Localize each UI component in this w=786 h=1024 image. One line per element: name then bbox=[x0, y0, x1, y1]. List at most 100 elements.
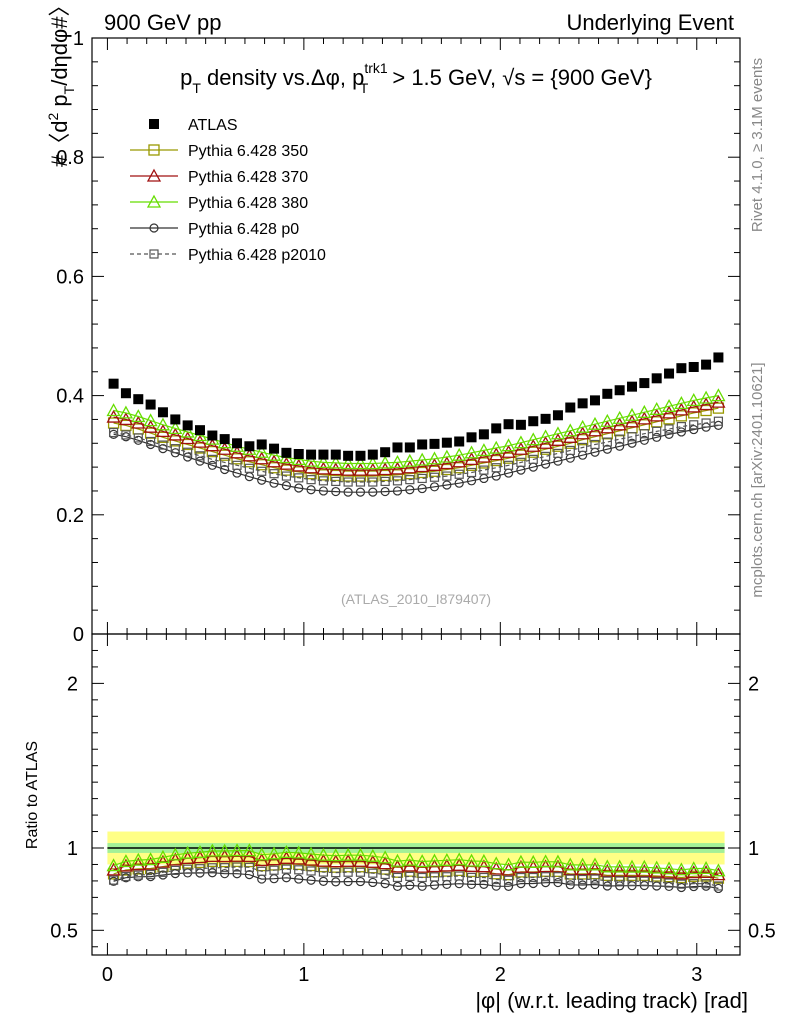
series-pythia-6-428-p2010-ratio-point bbox=[380, 869, 390, 880]
series-pythia-6-428-370-point bbox=[303, 460, 319, 474]
series-pythia-6-428-380-point bbox=[563, 423, 578, 437]
series-pythia-6-428-350-point bbox=[465, 459, 478, 471]
series-pythia-6-428-p2010-point bbox=[417, 473, 427, 484]
series-pythia-6-428-p0-ratio-point bbox=[528, 878, 538, 889]
series-pythia-6-428-370-point bbox=[131, 415, 146, 429]
legend: ATLAS Pythia 6.428 350 Pythia 6.428 370 Pyt… bbox=[130, 117, 326, 264]
series-pythia-6-428-p2010-ratio-point bbox=[491, 874, 501, 885]
series-pythia-6-428-p2010-ratio-point bbox=[553, 872, 563, 882]
series-atlas-point bbox=[454, 436, 465, 447]
series-pythia-6-428-p2010-point bbox=[244, 463, 254, 473]
series-pythia-6-428-p2010-ratio-point bbox=[466, 872, 477, 883]
series-atlas-point bbox=[639, 378, 650, 389]
series-pythia-6-428-380-ratio-line bbox=[113, 850, 719, 872]
series-pythia-6-428-350-point bbox=[663, 413, 675, 425]
series-pythia-6-428-p0-ratio-point bbox=[331, 877, 341, 887]
series-pythia-6-428-p0-ratio-point bbox=[479, 879, 489, 889]
ratio-xtick-label: 3 bbox=[691, 964, 702, 986]
series-pythia-6-428-380-point bbox=[575, 419, 590, 433]
series-pythia-6-428-380-ratio-point bbox=[143, 852, 158, 866]
series-pythia-6-428-370-point bbox=[501, 444, 516, 458]
series-atlas-point bbox=[491, 423, 502, 434]
series-pythia-6-428-350-point bbox=[379, 469, 391, 482]
series-pythia-6-428-380-point bbox=[686, 393, 701, 407]
series-pythia-6-428-370-ratio-point bbox=[575, 862, 590, 876]
series-pythia-6-428-350-point bbox=[478, 457, 490, 469]
series-pythia-6-428-p0-ratio-point bbox=[578, 880, 588, 890]
series-atlas-point bbox=[380, 447, 391, 458]
series-pythia-6-428-p2010-point bbox=[257, 466, 267, 476]
series-pythia-6-428-380-ratio-point bbox=[378, 850, 393, 864]
series-pythia-6-428-370-point bbox=[143, 419, 158, 433]
x-axis-label: |φ| (w.r.t. leading track) [rad] bbox=[475, 988, 748, 1013]
series-pythia-6-428-p2010-ratio-point bbox=[405, 871, 415, 882]
series-pythia-6-428-380-ratio-point bbox=[131, 852, 146, 866]
series-pythia-6-428-p0-point bbox=[355, 487, 366, 497]
series-pythia-6-428-370-point bbox=[587, 423, 603, 437]
series-pythia-6-428-380-ratio-point bbox=[180, 845, 195, 859]
series-atlas-point bbox=[355, 450, 366, 461]
series-pythia-6-428-380-ratio-point bbox=[328, 848, 343, 862]
series-pythia-6-428-p0-ratio-point bbox=[306, 875, 316, 885]
series-pythia-6-428-p0-ratio-point bbox=[516, 879, 526, 889]
mcplots-label: mcplots.cern.ch [arXiv:2401.10621] bbox=[749, 362, 766, 597]
series-pythia-6-428-380-point bbox=[131, 409, 146, 423]
series-pythia-6-428-p2010-point bbox=[183, 447, 193, 457]
series-pythia-6-428-380-point bbox=[427, 451, 442, 465]
series-pythia-6-428-370-point bbox=[661, 405, 677, 419]
series-pythia-6-428-380-point bbox=[378, 455, 393, 469]
series-pythia-6-428-p0-ratio-point bbox=[244, 870, 254, 880]
ratio-ytick-label-right: 0.5 bbox=[748, 920, 776, 942]
series-pythia-6-428-p0-point bbox=[639, 435, 649, 445]
legend-label: Pythia 6.428 370 bbox=[188, 169, 308, 186]
series-pythia-6-428-380-point bbox=[637, 404, 652, 418]
series-pythia-6-428-370-point bbox=[513, 441, 529, 455]
series-pythia-6-428-380-point bbox=[538, 429, 553, 443]
series-pythia-6-428-370-point bbox=[378, 462, 393, 476]
series-pythia-6-428-380-point bbox=[661, 398, 677, 412]
series-pythia-6-428-380-point bbox=[526, 432, 541, 446]
series-pythia-6-428-350-point bbox=[317, 469, 330, 481]
series-pythia-6-428-370-ratio-point bbox=[674, 866, 689, 880]
series-pythia-6-428-p2010-ratio-point bbox=[257, 866, 267, 876]
series-pythia-6-428-p2010-point bbox=[664, 424, 674, 434]
series-pythia-6-428-380-ratio-point bbox=[637, 859, 652, 873]
ratio-ytick-label: 2 bbox=[67, 673, 78, 695]
series-pythia-6-428-380-point bbox=[464, 445, 479, 459]
series-pythia-6-428-350-point bbox=[206, 445, 218, 458]
series-pythia-6-428-p2010-ratio-point bbox=[306, 866, 316, 876]
series-pythia-6-428-p0-point bbox=[615, 441, 625, 451]
series-pythia-6-428-370-point bbox=[637, 411, 652, 425]
series-pythia-6-428-370-point bbox=[229, 445, 245, 459]
series-pythia-6-428-350-point bbox=[675, 410, 688, 422]
legend-marker bbox=[149, 249, 159, 259]
series-pythia-6-428-380-point bbox=[155, 417, 171, 431]
header-right: Underlying Event bbox=[566, 10, 734, 35]
series-pythia-6-428-370-point bbox=[118, 412, 134, 426]
series-pythia-6-428-350-point bbox=[515, 449, 527, 461]
header-left: 900 GeV pp bbox=[104, 10, 221, 35]
series-atlas-point bbox=[651, 373, 662, 384]
main-ytick-label: 1 bbox=[73, 28, 84, 50]
series-pythia-6-428-p2010-point bbox=[676, 421, 686, 432]
series-pythia-6-428-p0-ratio-point bbox=[355, 876, 366, 887]
series-pythia-6-428-370-point bbox=[476, 449, 491, 463]
series-atlas-point bbox=[577, 398, 588, 409]
series-atlas-point bbox=[170, 414, 181, 425]
series-pythia-6-428-350-point bbox=[367, 470, 379, 482]
series-atlas-point bbox=[589, 395, 600, 406]
series-pythia-6-428-380-point bbox=[353, 456, 368, 470]
series-pythia-6-428-p0-ratio-point bbox=[318, 876, 329, 886]
series-atlas-point bbox=[281, 447, 292, 458]
series-pythia-6-428-380-point bbox=[711, 388, 726, 402]
series-pythia-6-428-p0-point bbox=[294, 483, 304, 493]
series-pythia-6-428-380-ratio-point bbox=[279, 844, 294, 858]
series-pythia-6-428-370-point bbox=[390, 461, 405, 475]
series-pythia-6-428-p2010-point bbox=[516, 457, 526, 467]
series-pythia-6-428-p2010-point bbox=[158, 440, 168, 450]
series-pythia-6-428-p2010-ratio-point bbox=[318, 867, 329, 877]
series-pythia-6-428-380-ratio-point bbox=[575, 857, 590, 871]
series-pythia-6-428-350-point bbox=[231, 453, 243, 465]
main-ylabel: #〈d2 pT/dηdφ#〉 bbox=[45, 0, 77, 167]
